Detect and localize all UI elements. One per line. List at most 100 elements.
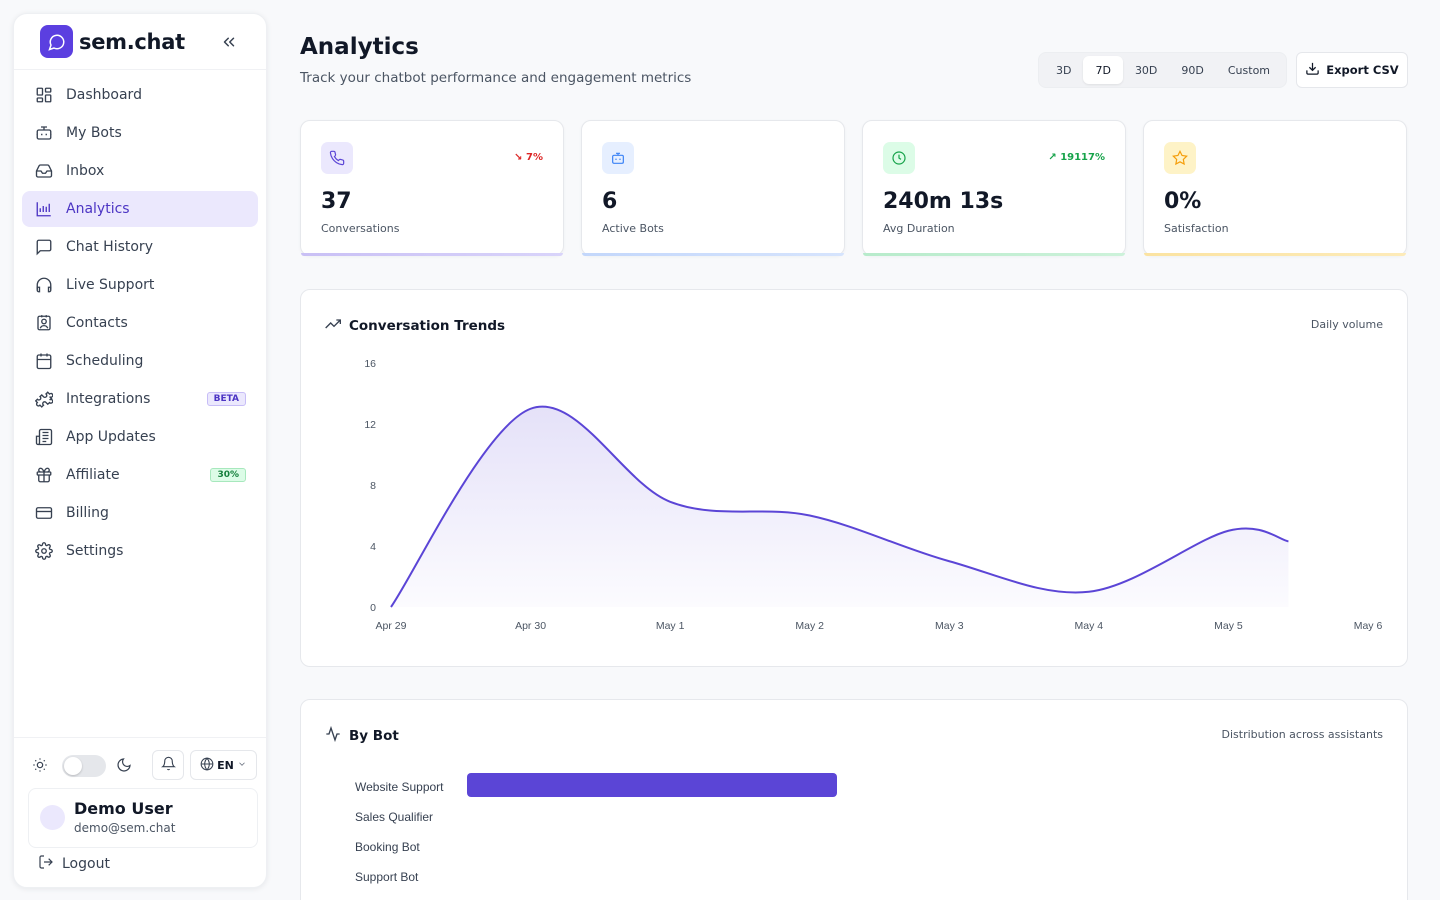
bot-icon — [34, 123, 54, 143]
headphones-icon — [34, 275, 54, 295]
panel-title: By Bot — [325, 725, 399, 746]
export-csv-button[interactable]: Export CSV — [1296, 52, 1408, 88]
message-square-icon — [34, 237, 54, 257]
beta-badge: BETA — [206, 392, 246, 406]
range-7d[interactable]: 7D — [1083, 56, 1123, 84]
y-tick-label: 8 — [370, 480, 376, 492]
range-3d[interactable]: 3D — [1056, 63, 1072, 77]
theme-toggle[interactable] — [62, 755, 106, 777]
download-icon — [1305, 61, 1320, 79]
sidebar-item-integrations[interactable]: Integrations BETA — [22, 381, 258, 417]
bar-chart-icon — [34, 199, 54, 219]
sidebar-item-scheduling[interactable]: Scheduling — [22, 343, 258, 379]
star-icon — [1164, 142, 1196, 174]
range-custom[interactable]: Custom — [1227, 63, 1271, 77]
stat-label: Avg Duration — [883, 222, 955, 235]
trend-up: ↗ 19117% — [1048, 152, 1105, 163]
bot-label: Sales Qualifier — [355, 810, 433, 824]
y-tick-label: 12 — [364, 419, 376, 431]
bot-icon — [602, 142, 634, 174]
clock-icon — [883, 142, 915, 174]
contact-icon — [34, 313, 54, 333]
sidebar-item-inbox[interactable]: Inbox — [22, 153, 258, 189]
sidebar-item-label: My Bots — [66, 125, 122, 141]
y-tick-label: 0 — [370, 602, 376, 614]
collapse-sidebar-icon[interactable] — [218, 31, 240, 53]
sidebar-item-label: App Updates — [66, 429, 156, 445]
sidebar-item-live-support[interactable]: Live Support — [22, 267, 258, 303]
user-card[interactable]: Demo User demo@sem.chat — [28, 788, 258, 848]
sidebar-controls: EN — [30, 750, 258, 782]
x-tick-label: Apr 29 — [376, 620, 407, 632]
sidebar-item-label: Dashboard — [66, 87, 142, 103]
user-email: demo@sem.chat — [74, 821, 176, 835]
card-accent-bar — [301, 253, 563, 256]
bot-label: Booking Bot — [355, 840, 420, 854]
x-tick-label: May 1 — [656, 620, 685, 632]
newspaper-icon — [34, 427, 54, 447]
inbox-icon — [34, 161, 54, 181]
sidebar-item-contacts[interactable]: Contacts — [22, 305, 258, 341]
stat-label: Active Bots — [602, 222, 664, 235]
gear-icon — [34, 541, 54, 561]
sidebar-item-dashboard[interactable]: Dashboard — [22, 77, 258, 113]
sidebar-item-analytics[interactable]: Analytics — [22, 191, 258, 227]
notifications-button[interactable] — [152, 750, 184, 780]
calendar-icon — [34, 351, 54, 371]
sidebar-item-settings[interactable]: Settings — [22, 533, 258, 569]
stat-label: Satisfaction — [1164, 222, 1229, 235]
language-selector[interactable]: EN — [190, 750, 257, 780]
sidebar: sem.chat Dashboard My Bots Inbox Analyti… — [13, 13, 267, 888]
conversation-trends-panel: Conversation Trends Daily volume 16 12 8 4 0… — [300, 289, 1408, 667]
y-tick-label: 4 — [370, 541, 376, 553]
card-accent-bar — [863, 253, 1125, 256]
page-title: Analytics — [300, 34, 419, 60]
stat-label: Conversations — [321, 222, 400, 235]
y-tick-label: 16 — [364, 358, 376, 370]
user-name: Demo User — [74, 799, 173, 818]
avatar — [40, 805, 65, 830]
puzzle-icon — [34, 389, 54, 409]
moon-icon — [116, 757, 132, 777]
brand-name: sem.chat — [79, 29, 185, 54]
page-subtitle: Track your chatbot performance and engag… — [300, 70, 692, 86]
activity-icon — [325, 725, 341, 746]
language-label: EN — [217, 758, 234, 772]
logo-chat-icon — [40, 25, 73, 58]
logout-button[interactable]: Logout — [38, 854, 110, 874]
range-90d[interactable]: 90D — [1181, 63, 1204, 77]
bot-chart: Website Support Sales Qualifier Booking Bo… — [355, 773, 837, 884]
panel-note: Daily volume — [1310, 318, 1383, 331]
sidebar-item-label: Live Support — [66, 277, 155, 293]
stat-card-active-bots: 6 Active Bots — [581, 120, 845, 256]
by-bot-panel: By Bot Distribution across assistants We… — [300, 699, 1408, 900]
sidebar-nav: Dashboard My Bots Inbox Analytics Chat H… — [14, 70, 266, 569]
sidebar-item-label: Affiliate — [66, 467, 120, 483]
sidebar-item-affiliate[interactable]: Affiliate 30% — [22, 457, 258, 493]
bot-bar[interactable] — [467, 773, 837, 797]
sidebar-item-label: Integrations — [66, 391, 151, 407]
x-tick-label: May 6 — [1354, 620, 1383, 632]
stat-value: 6 — [602, 189, 618, 214]
trend-down: ↘ 7% — [514, 152, 543, 163]
bell-icon — [160, 756, 176, 775]
series-line — [390, 405, 1289, 608]
bot-label: Website Support — [355, 780, 444, 794]
area-fill — [391, 406, 1289, 607]
chevron-down-icon — [237, 759, 247, 772]
bot-label: Support Bot — [355, 870, 419, 884]
brand[interactable]: sem.chat — [14, 14, 266, 70]
stat-value: 240m 13s — [883, 189, 1004, 214]
sidebar-item-billing[interactable]: Billing — [22, 495, 258, 531]
sidebar-item-app-updates[interactable]: App Updates — [22, 419, 258, 455]
sidebar-item-my-bots[interactable]: My Bots — [22, 115, 258, 151]
stat-card-conversations: ↘ 7% 37 Conversations — [300, 120, 564, 256]
card-accent-bar — [1144, 253, 1406, 256]
range-30d[interactable]: 30D — [1134, 63, 1158, 77]
date-range-selector: 3D 7D 30D 90D Custom — [1038, 52, 1287, 88]
sidebar-footer: EN Demo User demo@sem.chat Logout — [14, 737, 266, 887]
sidebar-item-chat-history[interactable]: Chat History — [22, 229, 258, 265]
x-tick-label: May 4 — [1075, 620, 1104, 632]
logout-label: Logout — [62, 856, 110, 872]
sidebar-item-label: Scheduling — [66, 353, 144, 369]
